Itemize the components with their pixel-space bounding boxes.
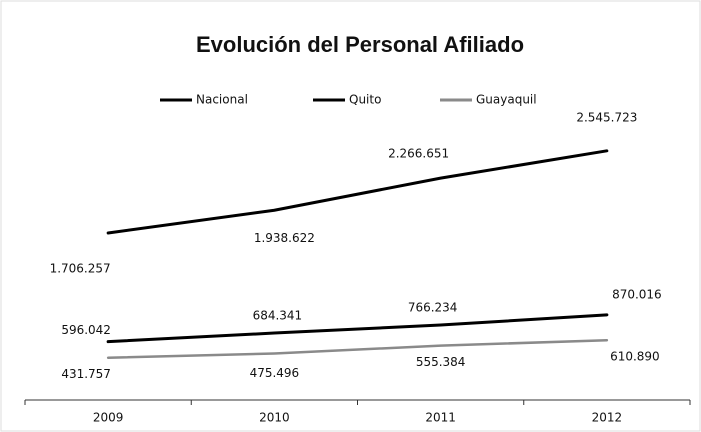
series-line bbox=[106, 149, 609, 235]
data-label: 1.938.622 bbox=[254, 231, 315, 245]
data-label: 431.757 bbox=[61, 367, 111, 381]
x-tick-label: 2012 bbox=[592, 411, 623, 425]
data-label: 555.384 bbox=[416, 355, 466, 369]
series-line bbox=[106, 313, 609, 344]
x-tick-label: 2009 bbox=[93, 411, 124, 425]
x-tick-label: 2010 bbox=[259, 411, 290, 425]
data-label: 2.545.723 bbox=[576, 110, 637, 124]
legend-label: Guayaquil bbox=[476, 93, 537, 107]
series-line bbox=[106, 338, 609, 359]
legend-label: Quito bbox=[349, 93, 381, 107]
data-label: 475.496 bbox=[250, 366, 300, 380]
legend-label: Nacional bbox=[196, 93, 248, 107]
data-label: 684.341 bbox=[253, 309, 303, 323]
data-label: 2.266.651 bbox=[388, 147, 449, 161]
chart-title: Evolución del Personal Afiliado bbox=[196, 32, 524, 57]
data-label: 610.890 bbox=[610, 350, 660, 364]
x-tick-label: 2011 bbox=[425, 411, 456, 425]
data-label: 1.706.257 bbox=[50, 261, 111, 275]
data-label: 596.042 bbox=[61, 323, 111, 337]
data-label: 766.234 bbox=[408, 301, 458, 315]
data-label: 870.016 bbox=[612, 287, 662, 301]
